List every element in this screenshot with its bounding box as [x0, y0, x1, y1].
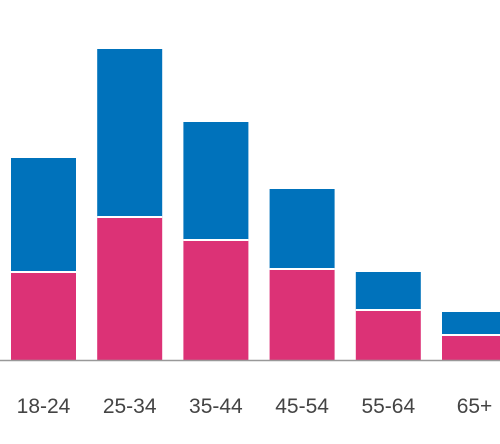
bar-segment-18-24-series-1 [11, 272, 76, 360]
x-tick-label-35-44: 35-44 [189, 395, 243, 418]
bar-segment-18-24-series-2 [11, 158, 76, 272]
x-tick-labels: 18-24 25-34 35-44 45-54 55-64 65+ [17, 395, 493, 418]
x-tick-label-18-24: 18-24 [17, 395, 71, 418]
bar-segment-65+-series-1 [442, 335, 500, 360]
bar-segment-55-64-series-1 [355, 310, 421, 360]
bar-segment-25-34-series-2 [97, 49, 163, 217]
x-tick-label-25-34: 25-34 [103, 395, 157, 418]
bar-segment-55-64-series-2 [355, 272, 421, 310]
x-tick-label-45-54: 45-54 [275, 395, 329, 418]
x-tick-label-55-64: 55-64 [361, 395, 415, 418]
bar-segment-45-54-series-1 [269, 269, 335, 360]
bar-segment-65+-series-2 [442, 312, 500, 335]
bar-segment-35-44-series-2 [183, 122, 249, 240]
bars-group [11, 49, 500, 360]
x-tick-label-65+: 65+ [457, 395, 493, 418]
bar-segment-35-44-series-1 [183, 240, 249, 360]
bar-segment-25-34-series-1 [97, 217, 163, 360]
bar-segment-45-54-series-2 [269, 189, 335, 269]
